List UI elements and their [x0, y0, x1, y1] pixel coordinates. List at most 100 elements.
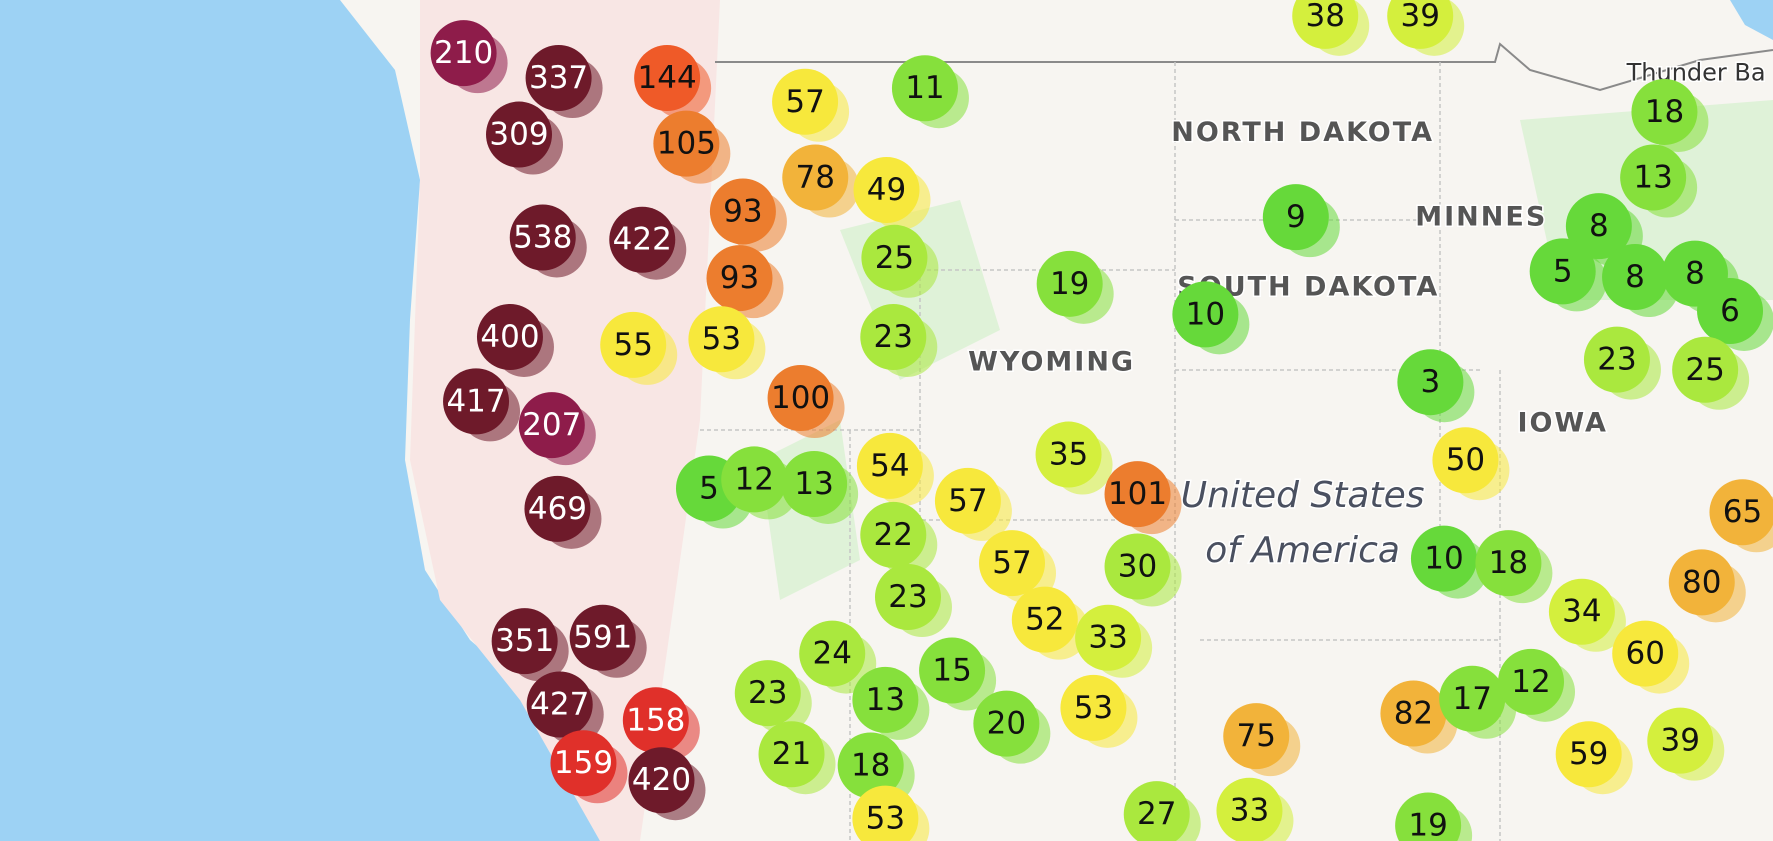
aqi-marker[interactable]: 53: [688, 306, 766, 380]
aqi-marker[interactable]: 34: [1548, 578, 1626, 652]
aqi-marker[interactable]: 417: [443, 368, 521, 442]
aqi-value: 417: [446, 383, 505, 419]
aqi-marker[interactable]: 82: [1380, 680, 1458, 754]
aqi-marker[interactable]: 35: [1035, 421, 1113, 495]
aqi-dot: [1555, 721, 1622, 788]
aqi-marker[interactable]: 100: [767, 365, 845, 439]
aqi-dot: [709, 178, 776, 245]
aqi-marker[interactable]: 39: [1647, 707, 1725, 781]
aqi-marker[interactable]: 30: [1104, 533, 1182, 607]
aqi-marker[interactable]: 57: [979, 530, 1057, 604]
aqi-dot: [934, 467, 1001, 534]
aqi-marker[interactable]: 9: [1262, 184, 1340, 258]
aqi-value: 12: [1511, 664, 1550, 700]
aqi-marker[interactable]: 6: [1697, 277, 1773, 351]
aqi-marker[interactable]: 427: [526, 671, 604, 745]
aqi-dot: [1123, 781, 1190, 841]
aqi-marker[interactable]: 144: [634, 45, 712, 119]
aqi-marker[interactable]: 591: [569, 604, 647, 678]
aqi-marker[interactable]: 57: [934, 467, 1012, 541]
aqi-marker[interactable]: 3: [1397, 349, 1475, 423]
aqi-value: 25: [875, 240, 914, 276]
aqi-dot: [1668, 549, 1735, 616]
aqi-marker[interactable]: 18: [1475, 530, 1553, 604]
aqi-marker[interactable]: 65: [1709, 479, 1773, 553]
aqi-marker[interactable]: 210: [430, 20, 508, 94]
aqi-marker[interactable]: 25: [1672, 336, 1750, 410]
aqi-marker[interactable]: 10: [1410, 525, 1488, 599]
aqi-marker[interactable]: 10: [1172, 281, 1250, 355]
aqi-marker[interactable]: 22: [860, 501, 938, 575]
aqi-dot: [443, 368, 510, 435]
aqi-marker[interactable]: 207: [518, 392, 596, 466]
aqi-value: 75: [1237, 718, 1276, 754]
aqi-marker[interactable]: 33: [1216, 777, 1294, 841]
aqi-marker[interactable]: 33: [1075, 604, 1153, 678]
aqi-marker[interactable]: 93: [706, 245, 784, 319]
aqi-marker[interactable]: 75: [1223, 703, 1301, 777]
aqi-marker[interactable]: 400: [476, 303, 554, 377]
aqi-value: 25: [1685, 352, 1724, 388]
aqi-dot: [1036, 250, 1103, 317]
aqi-dot: [891, 55, 958, 122]
aqi-marker[interactable]: 49: [853, 156, 931, 230]
aqi-marker[interactable]: 13: [781, 450, 859, 524]
aqi-marker[interactable]: 18: [1631, 78, 1709, 152]
aqi-marker[interactable]: 38: [1292, 0, 1370, 56]
aqi-value: 9: [1286, 199, 1306, 235]
aqi-marker[interactable]: 13: [1620, 144, 1698, 218]
aqi-marker[interactable]: 13: [852, 666, 930, 740]
aqi-marker[interactable]: 101: [1104, 461, 1182, 535]
aqi-value: 49: [867, 172, 906, 208]
aqi-dot: [767, 365, 834, 432]
aqi-marker[interactable]: 93: [709, 178, 787, 252]
aqi-marker[interactable]: 53: [1060, 674, 1138, 748]
aqi-marker[interactable]: 351: [491, 608, 569, 682]
aqi-marker[interactable]: 422: [609, 206, 687, 280]
aqi-marker[interactable]: 23: [734, 660, 812, 734]
aqi-marker[interactable]: 420: [628, 747, 706, 821]
aqi-marker[interactable]: 23: [860, 303, 938, 377]
aqi-marker[interactable]: 5: [1529, 238, 1607, 312]
aqi-marker[interactable]: 39: [1387, 0, 1465, 56]
aqi-marker[interactable]: 158: [622, 687, 700, 761]
aqi-marker[interactable]: 20: [973, 690, 1051, 764]
state-label: MINNES: [1415, 202, 1547, 233]
aqi-marker[interactable]: 23: [1583, 326, 1661, 400]
aqi-value: 34: [1562, 594, 1601, 630]
aqi-marker[interactable]: 15: [919, 637, 997, 711]
aqi-marker[interactable]: 53: [852, 785, 930, 841]
aqi-marker[interactable]: 25: [861, 224, 939, 298]
aqi-marker[interactable]: 60: [1612, 620, 1690, 694]
aqi-dot: [1583, 326, 1650, 393]
aqi-marker[interactable]: 57: [772, 68, 850, 142]
aqi-marker[interactable]: 21: [758, 721, 836, 795]
aqi-marker[interactable]: 11: [891, 55, 969, 129]
aqi-marker[interactable]: 469: [524, 475, 602, 549]
aqi-marker[interactable]: 80: [1668, 549, 1746, 623]
aqi-marker[interactable]: 50: [1432, 427, 1510, 501]
aqi-marker[interactable]: 54: [856, 432, 934, 506]
aqi-marker[interactable]: 159: [550, 730, 628, 804]
aqi-marker[interactable]: 12: [1498, 648, 1576, 722]
aqi-marker[interactable]: 78: [782, 144, 860, 218]
aqi-dot: [1397, 349, 1464, 416]
aqi-marker[interactable]: 55: [600, 311, 678, 385]
aqi-marker[interactable]: 337: [525, 45, 603, 119]
aqi-marker[interactable]: 27: [1123, 781, 1201, 841]
aqi-value: 12: [734, 461, 773, 497]
aqi-marker[interactable]: 105: [653, 110, 731, 184]
aqi-marker[interactable]: 19: [1395, 792, 1473, 841]
aqi-marker[interactable]: 538: [509, 204, 587, 278]
aqi-marker[interactable]: 23: [874, 564, 952, 638]
aqi-marker[interactable]: 52: [1011, 586, 1089, 660]
aqi-marker[interactable]: 19: [1036, 250, 1114, 324]
aqi-marker[interactable]: 59: [1555, 721, 1633, 795]
aqi-marker[interactable]: 309: [486, 101, 564, 175]
aqi-value: 17: [1452, 681, 1491, 717]
aqi-marker[interactable]: 8: [1602, 244, 1680, 318]
aqi-dot: [476, 303, 543, 370]
aqi-dot: [758, 721, 825, 788]
aqi-dot: [852, 666, 919, 733]
